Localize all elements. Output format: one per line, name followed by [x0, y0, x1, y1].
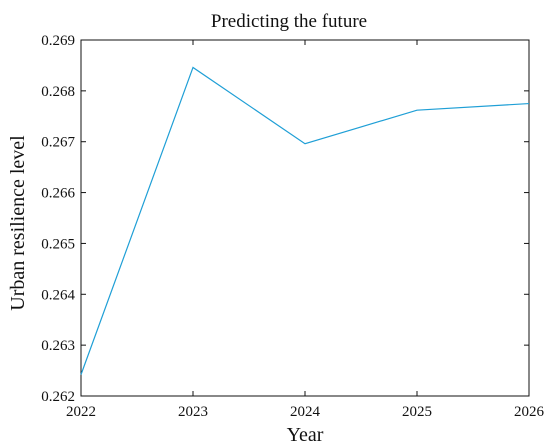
- x-axis-ticks: 2022 2023 2024 2025 2026: [66, 40, 545, 420]
- y-tick-label: 0.269: [41, 33, 75, 49]
- x-axis-label: Year: [287, 424, 324, 446]
- x-tick-label: 2023: [178, 404, 208, 420]
- y-axis-label: Urban resilience level: [7, 135, 29, 311]
- x-tick-label: 2022: [66, 404, 96, 420]
- y-tick-label: 0.266: [41, 186, 75, 202]
- y-axis-ticks: 0.262 0.263 0.264 0.265 0.266 0.267 0.268 0.269: [41, 33, 529, 405]
- y-tick-label: 0.263: [41, 338, 75, 354]
- x-tick-label: 2025: [402, 404, 432, 420]
- series-line: [80, 66, 530, 375]
- plot-area: 0.262 0.263 0.264 0.265 0.266 0.267 0.268 0.269…: [41, 33, 544, 420]
- x-tick-label: 2024: [290, 404, 321, 420]
- y-tick-label: 0.267: [41, 135, 75, 151]
- y-tick-label: 0.265: [41, 236, 75, 252]
- y-tick-label: 0.268: [41, 84, 75, 100]
- chart-title: Predicting the future: [211, 11, 367, 32]
- x-tick-label: 2026: [514, 404, 545, 420]
- plot-frame: [80, 39, 530, 397]
- y-tick-label: 0.262: [41, 389, 75, 405]
- y-tick-label: 0.264: [41, 287, 75, 303]
